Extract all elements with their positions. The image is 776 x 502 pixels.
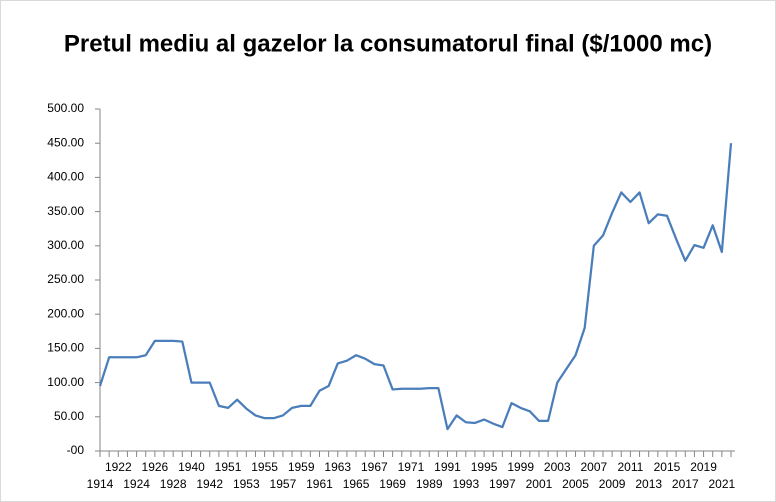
x-tick-label: 1993 bbox=[452, 477, 479, 491]
y-tick-label: 500.00 bbox=[47, 101, 84, 115]
x-tick-label: 1922 bbox=[105, 460, 132, 474]
x-tick-label: 2021 bbox=[709, 477, 736, 491]
x-tick-label: 2003 bbox=[544, 460, 571, 474]
x-tick-label: 1926 bbox=[142, 460, 169, 474]
x-tick-label: 1965 bbox=[343, 477, 370, 491]
x-tick-label: 1963 bbox=[324, 460, 351, 474]
x-tick-label: 1991 bbox=[434, 460, 461, 474]
x-tick-label: 1967 bbox=[361, 460, 388, 474]
x-tick-label: 1942 bbox=[196, 477, 223, 491]
x-tick-label: 1914 bbox=[87, 477, 114, 491]
y-tick-label: -00 bbox=[67, 443, 85, 457]
y-tick-label: 450.00 bbox=[47, 135, 84, 149]
y-tick-label: 50.00 bbox=[54, 409, 84, 423]
y-tick-label: 300.00 bbox=[47, 238, 84, 252]
x-tick-label: 1995 bbox=[471, 460, 498, 474]
x-tick-label: 2015 bbox=[654, 460, 681, 474]
y-tick-label: 150.00 bbox=[47, 341, 84, 355]
x-tick-label: 1928 bbox=[160, 477, 187, 491]
x-tick-label: 2019 bbox=[690, 460, 717, 474]
x-tick-label: 1969 bbox=[379, 477, 406, 491]
x-tick-label: 2005 bbox=[562, 477, 589, 491]
x-tick-label: 2009 bbox=[599, 477, 626, 491]
x-tick-label: 2017 bbox=[672, 477, 699, 491]
y-tick-label: 250.00 bbox=[47, 272, 84, 286]
x-tick-label: 1955 bbox=[251, 460, 278, 474]
chart-title: Pretul mediu al gazelor la consumatorul … bbox=[64, 30, 712, 57]
x-tick-label: 1951 bbox=[215, 460, 242, 474]
y-tick-label: 400.00 bbox=[47, 170, 84, 184]
x-tick-label: 1957 bbox=[270, 477, 297, 491]
x-tick-label: 1997 bbox=[489, 477, 516, 491]
x-tick-label: 1999 bbox=[507, 460, 534, 474]
x-tick-label: 1940 bbox=[178, 460, 205, 474]
data-line bbox=[98, 143, 733, 431]
x-tick-label: 1953 bbox=[233, 477, 260, 491]
y-tick-label: 350.00 bbox=[47, 204, 84, 218]
x-tick-label: 2001 bbox=[526, 477, 553, 491]
x-tick-label: 2011 bbox=[617, 460, 643, 474]
y-tick-label: 200.00 bbox=[47, 306, 84, 320]
x-tick-label: 1924 bbox=[123, 477, 150, 491]
x-tick-label: 1971 bbox=[398, 460, 425, 474]
x-tick-label: 1961 bbox=[306, 477, 333, 491]
x-tick-label: 1989 bbox=[416, 477, 443, 491]
x-tick-label: 2013 bbox=[635, 477, 662, 491]
y-tick-label: 100.00 bbox=[47, 375, 84, 389]
x-tick-label: 1959 bbox=[288, 460, 315, 474]
x-tick-label: 2007 bbox=[580, 460, 607, 474]
